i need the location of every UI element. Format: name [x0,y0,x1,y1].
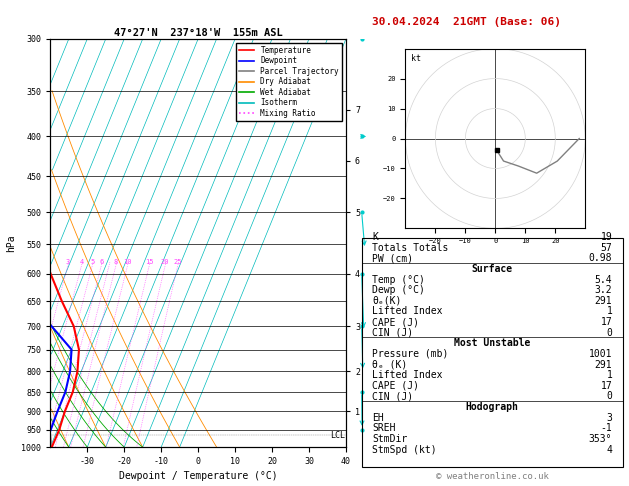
Text: 1: 1 [606,370,612,380]
Text: Hodograph: Hodograph [465,402,519,412]
Text: CAPE (J): CAPE (J) [372,381,419,391]
Text: 20: 20 [161,260,169,265]
Text: Surface: Surface [472,264,513,274]
Text: SREH: SREH [372,423,396,434]
Legend: Temperature, Dewpoint, Parcel Trajectory, Dry Adiabat, Wet Adiabat, Isotherm, Mi: Temperature, Dewpoint, Parcel Trajectory… [236,43,342,121]
Text: 3.2: 3.2 [594,285,612,295]
Text: CIN (J): CIN (J) [372,391,413,401]
Text: 17: 17 [601,381,612,391]
Text: 291: 291 [594,296,612,306]
Text: 57: 57 [601,243,612,253]
Text: K: K [372,232,378,242]
Text: kt: kt [411,53,421,63]
Text: StmSpd (kt): StmSpd (kt) [372,445,437,454]
X-axis label: Dewpoint / Temperature (°C): Dewpoint / Temperature (°C) [119,471,277,482]
Text: Pressure (mb): Pressure (mb) [372,349,448,359]
Text: Dewp (°C): Dewp (°C) [372,285,425,295]
Text: 1001: 1001 [589,349,612,359]
Text: 0.98: 0.98 [589,253,612,263]
Title: 47°27'N  237°18'W  155m ASL: 47°27'N 237°18'W 155m ASL [114,28,282,38]
Text: Most Unstable: Most Unstable [454,338,530,348]
Text: CIN (J): CIN (J) [372,328,413,338]
Text: -1: -1 [601,423,612,434]
Text: Lifted Index: Lifted Index [372,370,443,380]
Text: LCL: LCL [330,431,345,439]
Y-axis label: hPa: hPa [6,234,16,252]
Text: 0: 0 [606,391,612,401]
Text: 6: 6 [99,260,104,265]
Text: 5.4: 5.4 [594,275,612,285]
Text: StmDir: StmDir [372,434,408,444]
Text: 4: 4 [606,445,612,454]
Text: θₑ(K): θₑ(K) [372,296,401,306]
Text: 1: 1 [606,307,612,316]
Text: EH: EH [372,413,384,423]
Text: 25: 25 [174,260,182,265]
Text: 15: 15 [145,260,153,265]
Text: Lifted Index: Lifted Index [372,307,443,316]
Text: 3: 3 [66,260,70,265]
Text: 353°: 353° [589,434,612,444]
Text: 30.04.2024  21GMT (Base: 06): 30.04.2024 21GMT (Base: 06) [372,17,561,27]
Text: 3: 3 [606,413,612,423]
Text: 291: 291 [594,360,612,369]
Text: 10: 10 [123,260,132,265]
Text: © weatheronline.co.uk: © weatheronline.co.uk [436,472,548,481]
Text: θₑ (K): θₑ (K) [372,360,408,369]
Text: 8: 8 [114,260,118,265]
Text: 19: 19 [601,232,612,242]
Text: PW (cm): PW (cm) [372,253,413,263]
Text: 17: 17 [601,317,612,327]
Text: CAPE (J): CAPE (J) [372,317,419,327]
Text: Temp (°C): Temp (°C) [372,275,425,285]
Text: 0: 0 [606,328,612,338]
Text: Totals Totals: Totals Totals [372,243,448,253]
Text: 5: 5 [90,260,94,265]
Text: 4: 4 [79,260,84,265]
